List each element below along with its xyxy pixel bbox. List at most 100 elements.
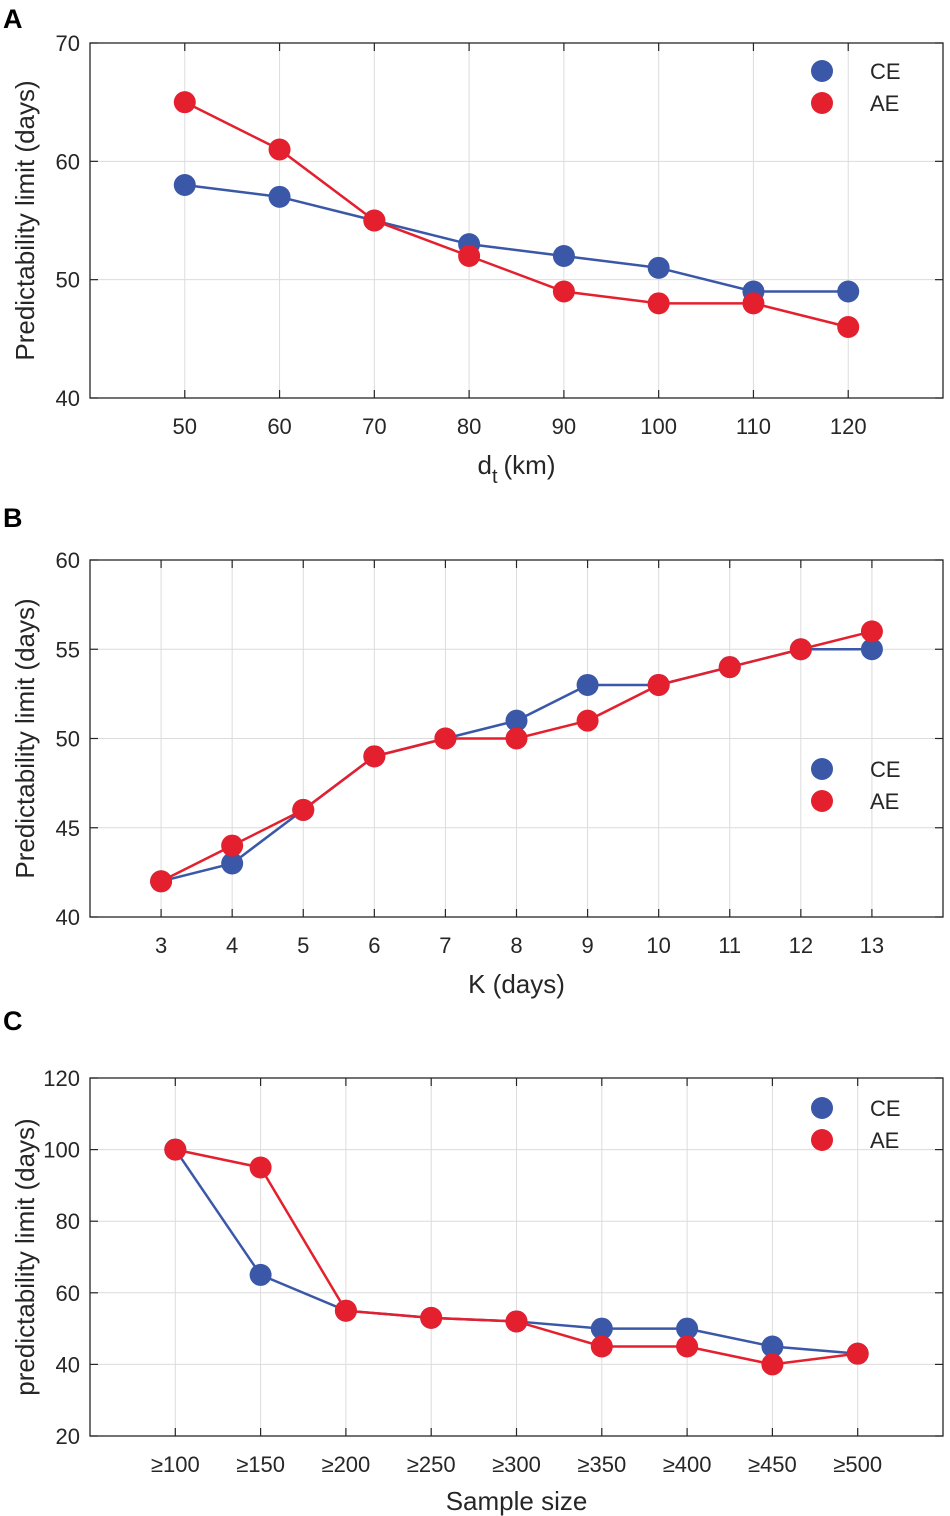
data-point-ae [647, 673, 670, 696]
data-point-ae [420, 1306, 443, 1329]
data-point-ae [150, 870, 173, 893]
x-tick-label: ≥250 [407, 1452, 456, 1477]
y-tick-label: 45 [56, 816, 80, 841]
data-point-ce [676, 1317, 699, 1340]
data-point-ae [718, 656, 741, 679]
data-point-ce [837, 280, 860, 303]
y-tick-label: 120 [43, 1066, 80, 1091]
y-tick-label: 20 [56, 1424, 80, 1449]
x-tick-label: 13 [860, 933, 884, 958]
data-point-ce [761, 1335, 784, 1358]
y-tick-label: 60 [56, 1281, 80, 1306]
data-point-ce [860, 638, 883, 661]
x-tick-label: 110 [736, 414, 771, 439]
legend-label-ae: AE [870, 1128, 899, 1153]
data-point-ae [334, 1299, 357, 1322]
data-point-ae [761, 1353, 784, 1376]
data-point-ae [789, 638, 812, 661]
x-tick-label: 12 [789, 933, 813, 958]
data-point-ae [164, 1138, 187, 1161]
x-tick-label: 50 [173, 414, 197, 439]
series-line-ae [184, 101, 849, 329]
x-tick-label: 6 [368, 933, 380, 958]
y-tick-label: 80 [56, 1209, 80, 1234]
data-point-ae [505, 1310, 528, 1333]
data-point-ce [249, 1263, 272, 1286]
x-tick-label: 3 [155, 933, 167, 958]
data-point-ae [173, 91, 196, 114]
axes-frame [89, 42, 944, 399]
data-point-ae [363, 745, 386, 768]
x-tick-label: 80 [457, 414, 481, 439]
data-point-ae [742, 292, 765, 315]
data-point-ae [458, 245, 481, 267]
panel-letter: A [3, 4, 23, 34]
legend-marker-ce [811, 60, 833, 82]
y-tick-label: 50 [56, 727, 80, 752]
chart-panel-b: B3 4 5 6 7 8 9 10 11 12 134045505560Predictability… [3, 503, 944, 999]
data-point-ae [292, 798, 315, 821]
y-tick-label: 40 [56, 386, 80, 411]
data-point-ce [173, 174, 196, 196]
x-tick-label: 8 [510, 933, 522, 958]
data-point-ae [434, 727, 457, 750]
series-line-ce [184, 183, 849, 293]
x-tick-label: 90 [552, 414, 576, 439]
x-tick-label: ≥100 [151, 1452, 200, 1477]
data-point-ce [590, 1317, 613, 1340]
x-tick-label: ≥350 [577, 1452, 626, 1477]
data-point-ae [505, 727, 528, 750]
legend-label-ce: CE [870, 1096, 901, 1121]
data-point-ae [576, 709, 599, 732]
y-tick-label: 60 [56, 548, 80, 573]
x-tick-label: 70 [362, 414, 386, 439]
data-point-ce [221, 852, 244, 875]
legend-marker-ae [811, 790, 833, 812]
x-tick-label: ≥200 [322, 1452, 371, 1477]
y-tick-label: 50 [56, 268, 80, 293]
x-tick-label: ≥150 [236, 1452, 285, 1477]
data-point-ce [552, 245, 575, 267]
x-tick-label: 100 [640, 414, 677, 439]
x-axis-label-subscript: t [492, 466, 498, 488]
data-point-ae [860, 620, 883, 643]
y-tick-label: 70 [56, 31, 80, 56]
y-tick-label: 100 [43, 1138, 80, 1163]
data-point-ae [837, 316, 860, 338]
data-point-ae [590, 1335, 613, 1358]
data-point-ae [552, 280, 575, 303]
data-point-ae [363, 209, 386, 232]
legend-marker-ae [811, 92, 833, 114]
legend-label-ce: CE [870, 757, 901, 782]
x-axis-label-units: (km) [504, 450, 556, 480]
legend-marker-ae [811, 1129, 833, 1151]
y-axis-label: Predictability limit (days) [10, 598, 40, 878]
y-tick-label: 40 [56, 1352, 80, 1377]
x-tick-label: 10 [646, 933, 670, 958]
x-tick-label: 120 [830, 414, 867, 439]
x-tick-label: ≥500 [833, 1452, 882, 1477]
data-point-ae [647, 292, 670, 315]
y-tick-label: 40 [56, 905, 80, 930]
y-axis-label: Predictability limit (days) [10, 80, 40, 360]
panel-letter: B [3, 503, 23, 533]
x-tick-label: 7 [439, 933, 451, 958]
data-point-ce [647, 256, 670, 279]
legend-label-ae: AE [870, 789, 899, 814]
y-tick-label: 55 [56, 637, 80, 662]
x-tick-label: 60 [267, 414, 291, 439]
x-axis-label: K (days) [468, 969, 565, 999]
legend-label-ae: AE [870, 91, 899, 116]
data-point-ce [268, 185, 291, 208]
panel-letter: C [3, 1006, 23, 1036]
x-tick-label: ≥300 [492, 1452, 541, 1477]
legend-marker-ce [811, 1097, 833, 1119]
x-tick-label: 4 [226, 933, 238, 958]
data-point-ae [249, 1156, 272, 1179]
chart-panel-a: A 50 60 70 80 90 100 110 120 40 50 60 70 Predictabili… [3, 4, 944, 488]
chart-panel-c: C ≥100 ≥150 ≥200 ≥250 ≥300 ≥350 ≥400 ≥450 ≥500 20 4… [3, 1006, 944, 1516]
x-axis-label: dt (km) [477, 450, 555, 488]
x-tick-label: ≥450 [748, 1452, 797, 1477]
data-point-ae [221, 834, 244, 857]
